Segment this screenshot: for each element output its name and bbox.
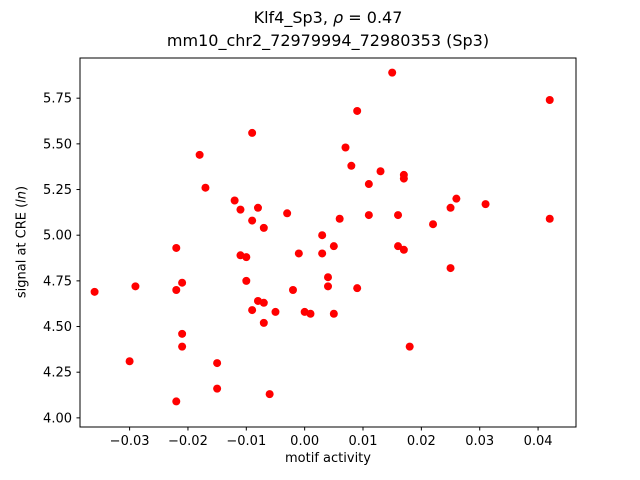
- x-tick-label: 0.02: [407, 434, 436, 449]
- data-point: [248, 128, 257, 137]
- x-tick-label: −0.02: [168, 434, 208, 449]
- data-point: [353, 106, 362, 115]
- y-tick-label: 5.75: [43, 92, 72, 107]
- y-axis-label-pre: signal at CRE (: [14, 202, 30, 299]
- data-point: [259, 298, 268, 307]
- y-tick-label: 5.25: [43, 183, 72, 198]
- data-point: [178, 329, 187, 338]
- data-point: [329, 242, 338, 251]
- data-point: [294, 249, 303, 258]
- chart-title-pre: Klf4_Sp3,: [253, 8, 334, 27]
- y-axis-label-italic: ln: [14, 190, 30, 203]
- data-point: [324, 273, 332, 282]
- data-point: [545, 214, 554, 223]
- data-point: [265, 390, 274, 399]
- data-point: [364, 180, 373, 189]
- data-point: [399, 245, 408, 254]
- data-point: [242, 253, 251, 262]
- data-point: [341, 143, 350, 152]
- y-axis-label-post: ): [14, 185, 30, 191]
- data-point: [242, 276, 251, 285]
- chart-title-rho: ρ: [333, 8, 344, 27]
- y-axis-label: signal at CRE (ln): [15, 186, 30, 298]
- axes-box: [79, 57, 577, 428]
- data-point: [248, 306, 257, 315]
- x-tick-label: 0.04: [524, 434, 553, 449]
- y-tick-label: 5.50: [43, 137, 72, 152]
- data-point: [253, 203, 262, 212]
- data-point: [178, 278, 187, 287]
- chart-title-post: = 0.47: [343, 8, 403, 27]
- data-point: [394, 242, 403, 251]
- y-tick-label: 5.00: [43, 229, 72, 244]
- x-axis-label: motif activity: [285, 451, 371, 466]
- data-point: [545, 96, 554, 105]
- data-point: [195, 150, 204, 159]
- data-point: [446, 264, 455, 273]
- data-point: [271, 307, 280, 316]
- data-point: [236, 205, 245, 214]
- data-point: [324, 282, 332, 291]
- data-point: [446, 203, 455, 212]
- data-point: [90, 287, 99, 296]
- data-point: [172, 243, 181, 252]
- data-point: [329, 309, 338, 318]
- data-point: [306, 309, 315, 318]
- data-point: [353, 284, 362, 293]
- data-point: [388, 68, 397, 77]
- data-point: [213, 384, 222, 393]
- x-tick-label: 0.03: [465, 434, 494, 449]
- data-point: [172, 285, 181, 294]
- data-point: [248, 216, 257, 225]
- x-tick-label: 0.01: [349, 434, 378, 449]
- data-point: [429, 220, 438, 229]
- data-point: [213, 359, 222, 368]
- x-tick-label: −0.03: [110, 434, 150, 449]
- data-point: [347, 161, 356, 170]
- data-point: [399, 174, 408, 183]
- data-point: [481, 200, 490, 209]
- data-point: [172, 397, 181, 406]
- data-point: [230, 196, 239, 205]
- y-tick-label: 4.75: [43, 274, 72, 289]
- data-point: [288, 285, 297, 294]
- data-point: [405, 342, 414, 351]
- data-point: [259, 318, 268, 327]
- data-point: [259, 223, 268, 232]
- y-tick-label: 4.00: [43, 411, 72, 426]
- chart-title: Klf4_Sp3, ρ = 0.47: [80, 8, 576, 27]
- x-tick-label: −0.01: [226, 434, 266, 449]
- data-point: [335, 214, 344, 223]
- data-point: [125, 357, 134, 366]
- data-point: [131, 282, 140, 291]
- x-tick-label: 0.00: [290, 434, 319, 449]
- y-tick-label: 4.50: [43, 320, 72, 335]
- data-point: [178, 342, 187, 351]
- data-point: [318, 249, 327, 258]
- y-tick-label: 4.25: [43, 366, 72, 381]
- chart-subtitle: mm10_chr2_72979994_72980353 (Sp3): [166, 31, 490, 50]
- data-point: [452, 194, 461, 203]
- data-point: [318, 231, 327, 240]
- data-point: [283, 209, 292, 218]
- data-point: [394, 211, 403, 220]
- data-point: [364, 211, 373, 220]
- data-point: [201, 183, 210, 192]
- data-point: [376, 167, 385, 176]
